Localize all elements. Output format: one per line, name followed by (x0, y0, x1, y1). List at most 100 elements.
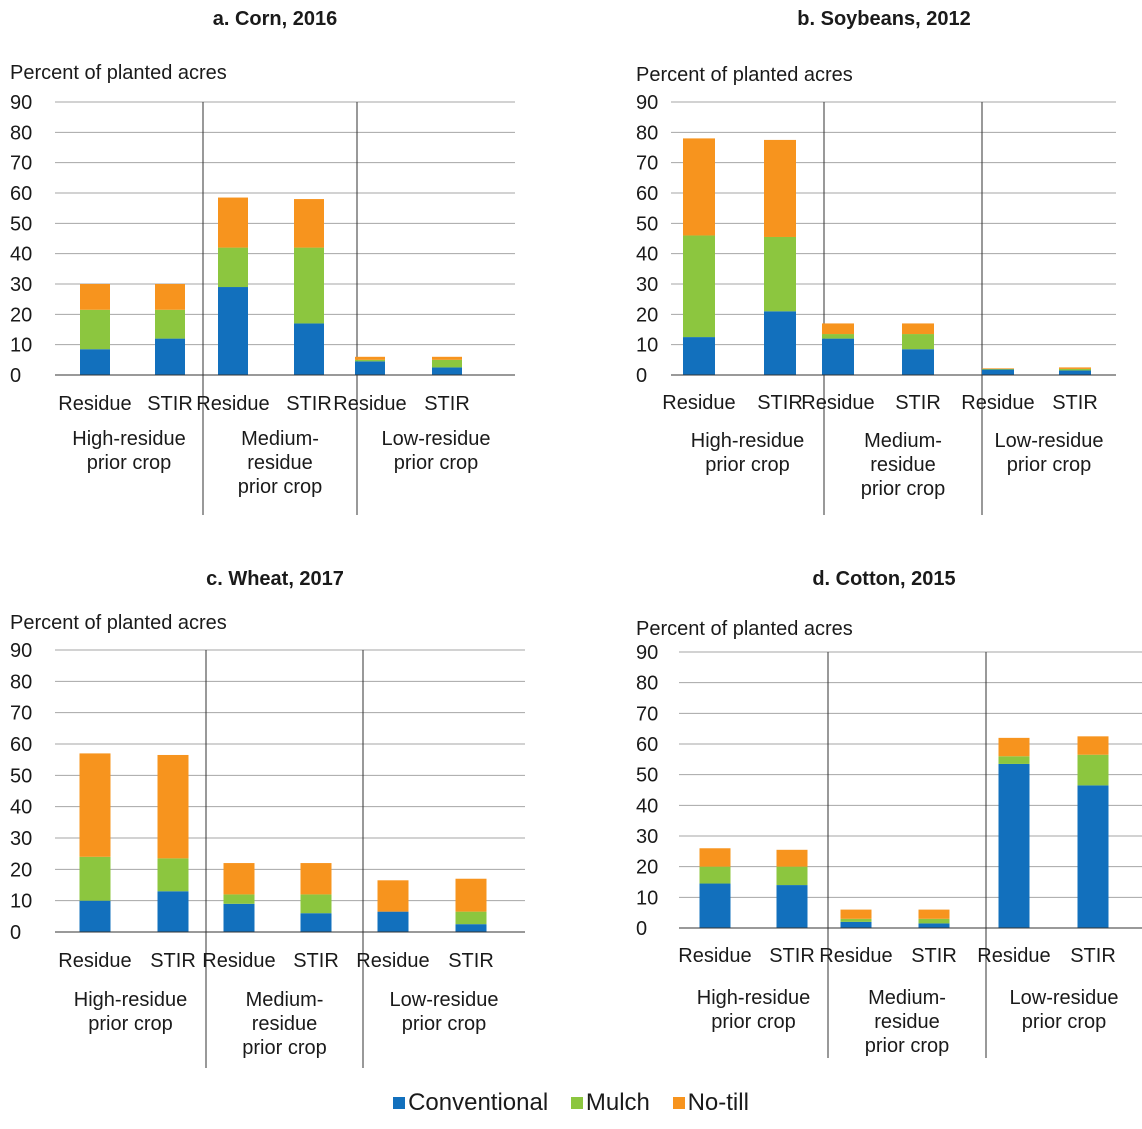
y-tick-label: 30 (636, 274, 658, 296)
bar-segment-notill (840, 909, 872, 919)
bar-segment-notill (455, 878, 487, 912)
bar-segment-notill (822, 323, 854, 335)
bar-segment-conventional (764, 311, 796, 375)
x-category-label: STIR (757, 392, 803, 414)
bar-segment-conventional (918, 923, 950, 928)
x-category-label: Residue (356, 950, 429, 972)
bar-segment-notill (157, 754, 189, 859)
bar-segment-mulch (776, 866, 808, 886)
x-category-label: STIR (150, 950, 196, 972)
y-tick-label: 80 (10, 671, 32, 693)
y-tick-label: 20 (636, 304, 658, 326)
y-tick-label: 20 (636, 857, 658, 879)
group-label: prior crop (394, 452, 478, 474)
bar-segment-mulch (223, 894, 255, 904)
y-tick-label: 50 (10, 765, 32, 787)
group-label: Medium- (864, 430, 942, 452)
bar-segment-mulch (683, 235, 715, 338)
x-category-label: STIR (448, 950, 494, 972)
group-label: prior crop (1022, 1011, 1106, 1033)
x-category-label: Residue (58, 950, 131, 972)
group-label: prior crop (1007, 454, 1091, 476)
group-label: prior crop (242, 1037, 326, 1059)
x-category-label: Residue (196, 393, 269, 415)
bar-segment-conventional (998, 763, 1030, 928)
chart-title: a. Corn, 2016 (212, 8, 338, 30)
legend-item-mulch: Mulch (570, 1089, 650, 1117)
y-tick-label: 50 (636, 765, 658, 787)
bar-segment-notill (1077, 736, 1109, 755)
bar-segment-mulch (294, 247, 324, 324)
legend-label: Mulch (585, 1089, 650, 1116)
bar-segment-mulch (840, 918, 872, 922)
bar-segment-notill (764, 139, 796, 237)
bar-segment-notill (79, 753, 111, 857)
bar-segment-mulch (157, 858, 189, 892)
chart-panel-corn: a. Corn, 2016 Percent of planted acres 0… (0, 0, 570, 520)
bar-segment-conventional (432, 367, 462, 375)
legend-swatch-conventional (393, 1097, 406, 1109)
x-category-label: Residue (202, 950, 275, 972)
y-tick-label: 40 (636, 795, 658, 817)
y-tick-label: 90 (10, 92, 32, 114)
x-category-label: Residue (58, 393, 131, 415)
y-axis-label: Percent of planted acres (636, 618, 853, 640)
bar-segment-mulch (455, 911, 487, 925)
x-category-label: STIR (147, 393, 193, 415)
bar-segment-notill (683, 138, 715, 236)
bar-segment-notill (918, 909, 950, 919)
y-tick-label: 70 (636, 703, 658, 725)
x-category-label: STIR (895, 392, 941, 414)
x-category-label: STIR (424, 393, 470, 415)
bar-segment-conventional (840, 921, 872, 928)
x-category-label: Residue (819, 945, 892, 967)
bar-segment-conventional (822, 338, 854, 375)
group-label: Low-residue (390, 989, 499, 1011)
bar-segment-mulch (982, 368, 1014, 370)
bar-segment-conventional (79, 900, 111, 932)
legend-label: No-till (687, 1089, 749, 1116)
chart-panel-soybeans: b. Soybeans, 2012 Percent of planted acr… (626, 0, 1142, 520)
y-axis-label: Percent of planted acres (636, 64, 853, 86)
y-tick-label: 30 (10, 828, 32, 850)
x-category-label: STIR (1052, 392, 1098, 414)
y-tick-label: 20 (10, 859, 32, 881)
y-tick-label: 50 (636, 213, 658, 235)
y-tick-label: 30 (636, 826, 658, 848)
group-label: residue (252, 1013, 318, 1035)
group-label: prior crop (705, 454, 789, 476)
y-tick-label: 10 (636, 335, 658, 357)
bar-segment-notill (218, 197, 248, 248)
y-tick-label: 0 (10, 365, 21, 387)
x-category-label: Residue (678, 945, 751, 967)
bar-segment-conventional (699, 883, 731, 928)
y-tick-label: 70 (10, 703, 32, 725)
group-label: High-residue (74, 989, 187, 1011)
chart-title: d. Cotton, 2015 (812, 568, 956, 590)
bar-segment-conventional (683, 337, 715, 375)
bar-segment-mulch (918, 918, 950, 924)
x-category-label: Residue (961, 392, 1034, 414)
bar-segment-mulch (300, 894, 332, 914)
bar-segment-notill (155, 284, 185, 310)
y-tick-label: 0 (10, 922, 21, 944)
bar-segment-notill (998, 737, 1030, 757)
y-tick-label: 60 (636, 734, 658, 756)
legend-swatch-mulch (570, 1097, 583, 1109)
y-tick-label: 0 (636, 365, 647, 387)
bar-segment-mulch (79, 856, 111, 901)
y-tick-label: 60 (10, 183, 32, 205)
group-label: prior crop (402, 1013, 486, 1035)
bar-segment-notill (377, 880, 409, 912)
y-axis-label: Percent of planted acres (10, 612, 227, 634)
bar-segment-notill (294, 199, 324, 248)
x-category-label: Residue (333, 393, 406, 415)
chart-plot-wheat: 0 10 20 30 40 50 60 70 80 90 Residue STIR High-resid… (10, 640, 525, 1068)
bar-segment-conventional (982, 369, 1014, 375)
bar-segment-conventional (155, 338, 185, 375)
bar-segment-mulch (699, 866, 731, 884)
bar-segment-conventional (157, 891, 189, 932)
bar-segment-conventional (355, 361, 385, 375)
